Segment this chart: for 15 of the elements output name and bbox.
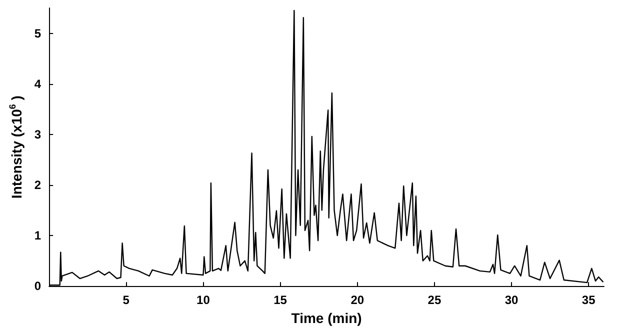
y-tick-label: 3 bbox=[34, 127, 42, 142]
y-tick-label: 5 bbox=[34, 26, 42, 40]
y-tick-label: 1 bbox=[34, 228, 42, 243]
y-tick-label: 0 bbox=[34, 279, 42, 294]
x-tick-label: 35 bbox=[582, 293, 596, 308]
x-tick-label: 20 bbox=[350, 293, 364, 308]
x-tick-label: 30 bbox=[504, 293, 519, 308]
y-axis-title: Intensity (x106 ) bbox=[8, 96, 24, 199]
y-tick-label: 4 bbox=[34, 76, 42, 91]
x-tick-label: 10 bbox=[196, 293, 210, 308]
y-tick-label: 2 bbox=[34, 178, 42, 192]
x-tick-label: 25 bbox=[428, 293, 442, 308]
x-axis-title: Time (min) bbox=[291, 310, 362, 326]
x-tick-label: 5 bbox=[122, 293, 130, 308]
x-tick-label: 15 bbox=[274, 293, 288, 308]
